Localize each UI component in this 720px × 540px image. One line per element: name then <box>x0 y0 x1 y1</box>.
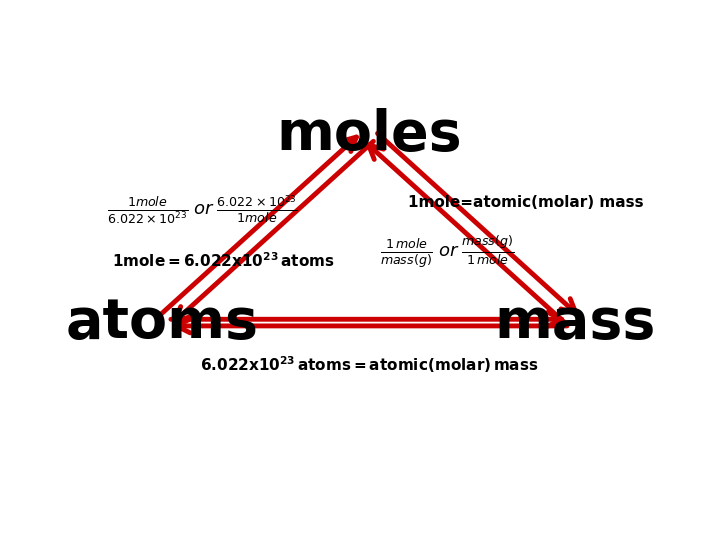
Text: $\mathbf{6.022x10^{23}\,atoms = atomic(molar)\,mass}$: $\mathbf{6.022x10^{23}\,atoms = atomic(m… <box>199 354 539 375</box>
Text: moles: moles <box>276 109 462 163</box>
Text: mass: mass <box>495 295 656 349</box>
Text: $\frac{1mole}{6.022\times10^{23}}\;\mathit{or}\;\frac{6.022\times10^{23}}{1mole}: $\frac{1mole}{6.022\times10^{23}}\;\math… <box>107 194 297 227</box>
Text: $\frac{1\,mole}{mass(g)}\;\mathit{or}\;\frac{mass(g)}{1\,mole}$: $\frac{1\,mole}{mass(g)}\;\mathit{or}\;\… <box>380 234 515 270</box>
Text: 1mole=atomic(molar) mass: 1mole=atomic(molar) mass <box>408 194 644 210</box>
Text: $\mathbf{1mole=6.022x10^{23}\,atoms}$: $\mathbf{1mole=6.022x10^{23}\,atoms}$ <box>112 251 335 269</box>
Text: atoms: atoms <box>66 295 259 349</box>
